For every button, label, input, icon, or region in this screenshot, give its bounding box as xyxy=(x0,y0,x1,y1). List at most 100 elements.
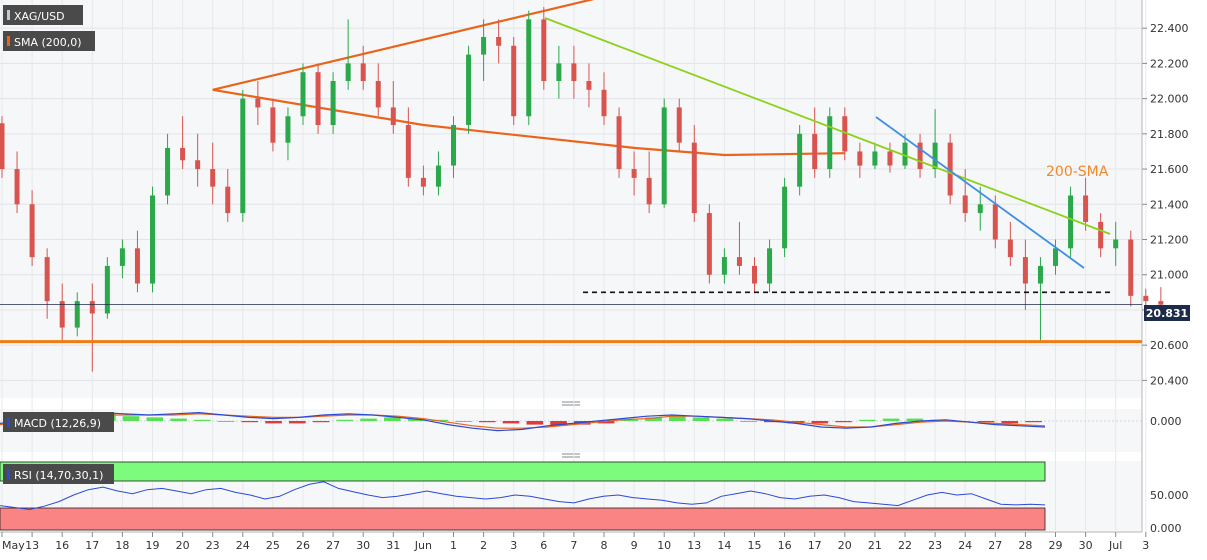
candle xyxy=(1098,213,1104,258)
macd-pane xyxy=(0,409,1142,452)
candle-body xyxy=(134,248,140,284)
macd-legend[interactable]: MACD (12,26,9) xyxy=(3,412,114,432)
time-tick-label: 24 xyxy=(958,539,972,552)
candle-body xyxy=(405,125,411,178)
candle xyxy=(360,45,366,90)
candle xyxy=(721,248,727,284)
candle xyxy=(225,169,231,222)
instrument-legend[interactable]: XAG/USD xyxy=(3,5,83,25)
macd-histogram-bar xyxy=(455,421,472,422)
sma-200-line xyxy=(212,0,845,157)
candle-body xyxy=(104,265,110,314)
macd-histogram-bar xyxy=(1001,421,1019,424)
time-tick-label: 17 xyxy=(808,539,822,552)
candle-body xyxy=(827,116,833,170)
candle-body xyxy=(646,177,652,205)
candle-body xyxy=(1158,301,1164,305)
macd-pane-resize-handle[interactable] xyxy=(562,401,580,406)
candle xyxy=(180,116,186,170)
price-levels xyxy=(0,291,1142,344)
candle xyxy=(902,133,908,170)
candle-body xyxy=(857,151,863,166)
candle xyxy=(29,190,35,266)
candle xyxy=(541,7,547,90)
blue-trendline xyxy=(875,116,1085,269)
candle-body xyxy=(947,142,953,196)
rsi-overbought-zone xyxy=(0,461,1046,482)
time-tick-label: 3 xyxy=(1142,539,1149,552)
macd-histogram-bar xyxy=(835,421,852,423)
candle-body xyxy=(1037,265,1043,284)
candle xyxy=(1068,186,1074,258)
candle xyxy=(812,107,818,178)
candle-body xyxy=(1068,195,1074,249)
candle-body xyxy=(1083,195,1089,222)
price-tick-label: 20.600 xyxy=(1150,339,1189,352)
time-tick-label: 3 xyxy=(510,539,517,552)
time-tick-label: 2 xyxy=(480,539,487,552)
macd-histogram-bar xyxy=(669,416,686,421)
macd-histogram-bar xyxy=(977,421,995,423)
candle-body xyxy=(74,301,80,328)
macd-histogram-bar xyxy=(502,421,520,424)
time-tick-label: 6 xyxy=(540,539,547,552)
candle-body xyxy=(902,142,908,166)
macd-line xyxy=(0,411,1046,432)
candle xyxy=(842,107,848,161)
sma-legend-label: SMA (200,0) xyxy=(14,36,82,49)
candle-body xyxy=(435,165,441,187)
candle-body xyxy=(390,107,396,126)
macd-histogram-bar xyxy=(716,418,734,421)
candle xyxy=(14,151,20,214)
macd-histogram-bar xyxy=(241,421,259,423)
candle-body xyxy=(195,160,201,170)
macd-histogram-bar xyxy=(336,419,354,421)
candle-body xyxy=(150,195,155,284)
candle xyxy=(616,107,622,178)
candle xyxy=(1128,230,1134,307)
candle xyxy=(511,36,517,126)
candle-body xyxy=(420,177,426,187)
trendlines xyxy=(544,17,1111,269)
candle-body xyxy=(571,63,577,82)
candle-body xyxy=(887,151,893,166)
candle-body xyxy=(481,36,487,55)
candle-body xyxy=(992,204,998,240)
candle-body xyxy=(526,19,532,117)
candle xyxy=(857,142,863,178)
macd-histogram-bar xyxy=(360,418,377,421)
candle-body xyxy=(586,81,592,90)
macd-histogram-bar xyxy=(289,421,306,424)
candle xyxy=(1083,177,1089,231)
candle xyxy=(706,204,712,284)
candle-body xyxy=(782,186,788,249)
candle-body xyxy=(165,147,171,196)
candle xyxy=(586,63,592,108)
candle-body xyxy=(44,257,50,302)
candle xyxy=(435,151,441,196)
time-tick-label: 21 xyxy=(868,539,882,552)
sma-legend[interactable]: SMA (200,0) xyxy=(3,31,95,51)
candle xyxy=(797,125,803,196)
candle-body xyxy=(661,107,667,205)
price-tick-label: 21.600 xyxy=(1150,163,1189,176)
price-tick-label: 21.200 xyxy=(1150,234,1189,247)
candle-body xyxy=(736,257,742,266)
candle-body xyxy=(706,213,712,275)
time-tick-label: 24 xyxy=(236,539,250,552)
time-tick-label: 10 xyxy=(657,539,671,552)
macd-histogram-bar xyxy=(526,421,544,425)
candle xyxy=(827,107,833,178)
sma-200-layer xyxy=(212,0,845,157)
time-tick-label: 18 xyxy=(115,539,129,552)
candle xyxy=(601,72,607,126)
candle-body xyxy=(59,301,65,328)
rsi-legend[interactable]: RSI (14,70,30,1) xyxy=(3,464,114,484)
candle-body xyxy=(496,36,502,46)
time-tick-label: 28 xyxy=(1018,539,1032,552)
rsi-pane-resize-handle[interactable] xyxy=(562,453,580,458)
time-tick-label: 7 xyxy=(570,539,577,552)
rsi-series: 50.000 0.000 xyxy=(0,481,1189,535)
candle xyxy=(74,292,80,337)
